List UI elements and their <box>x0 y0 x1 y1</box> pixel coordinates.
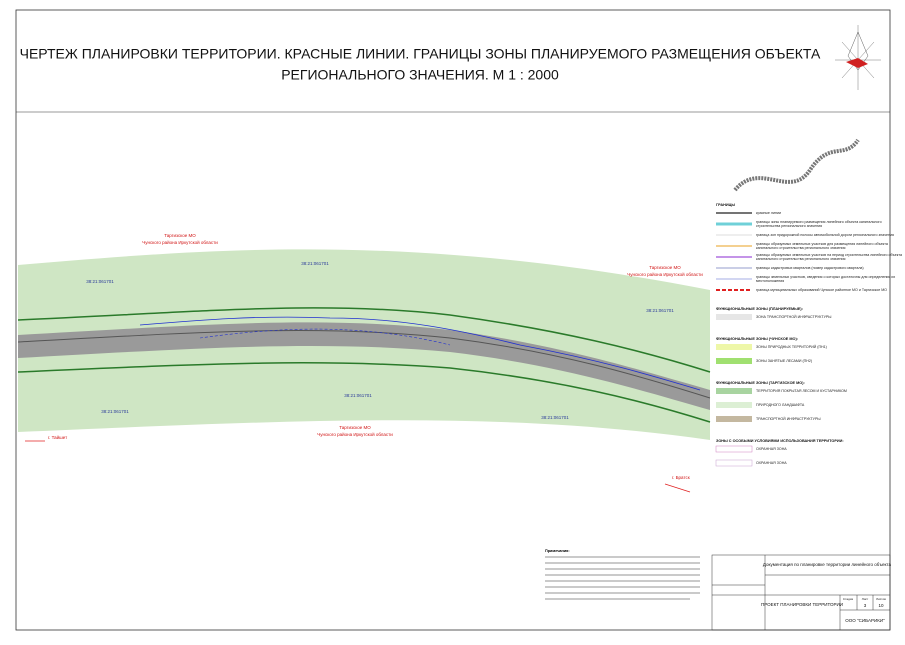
legend-item: красные линии <box>756 211 781 215</box>
title-line: РЕГИОНАЛЬНОГО ЗНАЧЕНИЯ. М 1 : 2000 <box>281 67 559 83</box>
legend-section-title: ЗОНЫ С ОСОБЫМИ УСЛОВИЯМИ ИСПОЛЬЗОВАНИЯ Т… <box>716 439 844 443</box>
cadastral-number: 38:21:061701 <box>86 279 114 284</box>
direction-label: г. Тайшет <box>48 434 67 440</box>
title-line: ЧЕРТЕЖ ПЛАНИРОВКИ ТЕРРИТОРИИ. КРАСНЫЕ ЛИ… <box>20 46 821 62</box>
municipality-region: Чунского района Иркутской области <box>142 239 218 245</box>
direction-label: г. Братск <box>672 475 690 480</box>
map <box>17 249 711 493</box>
legend-item: границы зоны планируемого размещения лин… <box>756 220 882 228</box>
notes-lines <box>545 556 700 600</box>
legend-section-title: ФУНКЦИОНАЛЬНЫЕ ЗОНЫ (ПЛАНИРУЕМЫЕ): <box>716 307 803 311</box>
stamp-column: Стадия <box>843 597 854 601</box>
legend-swatch <box>716 358 752 364</box>
legend-item: ПРИРОДНОГО ЛАНДШАФТА <box>756 403 805 407</box>
legend-swatch <box>715 445 753 453</box>
legend-item: граница муниципальных образований Чунско… <box>756 288 887 292</box>
legend-item: ЗОНЫ ПРИРОДНЫХ ТЕРРИТОРИЙ (ПН1) <box>756 345 827 349</box>
legend-section-title: ФУНКЦИОНАЛЬНЫЕ ЗОНЫ (ТАРГИЗСКОЕ МО): <box>716 381 805 385</box>
stamp-column: Лист <box>862 597 869 601</box>
legend-swatch <box>716 416 752 422</box>
stamp-sheets: 10 <box>878 603 884 608</box>
legend-item: ЗОНЫ ЗАНЯТЫЕ ЛЕСАМИ (ПН2) <box>756 359 812 363</box>
legend-swatch <box>716 314 752 320</box>
legend-section-title: ФУНКЦИОНАЛЬНЫЕ ЗОНЫ (ЧУНСКОЕ МО): <box>716 337 798 341</box>
title-block <box>711 554 891 631</box>
municipality-name: Таргизское МО <box>164 233 196 238</box>
cadastral-number: 38:21:061701 <box>301 261 329 266</box>
municipality-name: Таргизское МО <box>649 265 681 270</box>
legend-item: границы образуемых земельных участков дл… <box>756 242 888 250</box>
stamp-document: Документация по планировке территории ли… <box>763 561 892 567</box>
legend-item: границы кадастровых кварталов (номер кад… <box>756 266 864 270</box>
legend-swatch <box>715 459 753 467</box>
legend-swatch <box>716 344 752 350</box>
legend-item: ТЕРРИТОРИЯ ПОКРЫТАЯ ЛЕСОМ И КУСТАРНИКОМ <box>756 389 847 393</box>
cadastral-number: 38:21:061701 <box>344 393 372 398</box>
legend-item: ЗОНА ТРАНСПОРТНОЙ ИНФРАСТРУКТУРЫ <box>756 315 831 319</box>
cadastral-number: 38:21:061701 <box>646 308 674 313</box>
legend-section-title: ГРАНИЦЫ <box>716 203 735 207</box>
legend-item: ТРАНСПОРТНОЙ ИНФРАСТРУКТУРЫ <box>756 417 821 421</box>
stamp-sheet-title: ПРОЕКТ ПЛАНИРОВКИ ТЕРРИТОРИИ <box>761 602 843 607</box>
legend-item: ОХРАННАЯ ЗОНА <box>756 447 787 451</box>
notes-title: Примечания: <box>545 549 570 553</box>
stamp-sheet: 3 <box>864 603 867 608</box>
cadastral-number: 38:21:061701 <box>101 409 129 414</box>
legend: ГРАНИЦЫ красные линии границы зоны планиру… <box>715 203 902 467</box>
municipality-region: Чунского района Иркутской области <box>317 431 393 437</box>
legend-swatch <box>716 402 752 408</box>
municipality-region: Чунского района Иркутской области <box>627 271 703 277</box>
compass <box>835 25 881 90</box>
cadastral-number: 38:21:061701 <box>541 415 569 420</box>
stamp-company: ООО "СИБАРИКИ" <box>845 618 885 623</box>
legend-item: граница зон придорожной полосы автомобил… <box>756 233 894 237</box>
municipality-name: Таргизское МО <box>339 425 371 430</box>
stamp-column: Листов <box>876 597 886 601</box>
inset-route <box>733 138 860 192</box>
legend-swatch <box>716 388 752 394</box>
legend-item: границы земельных участков, сведения о к… <box>756 275 895 283</box>
legend-item: границы образуемых земельных участков на… <box>756 253 902 261</box>
legend-item: ОХРАННАЯ ЗОНА <box>756 461 787 465</box>
